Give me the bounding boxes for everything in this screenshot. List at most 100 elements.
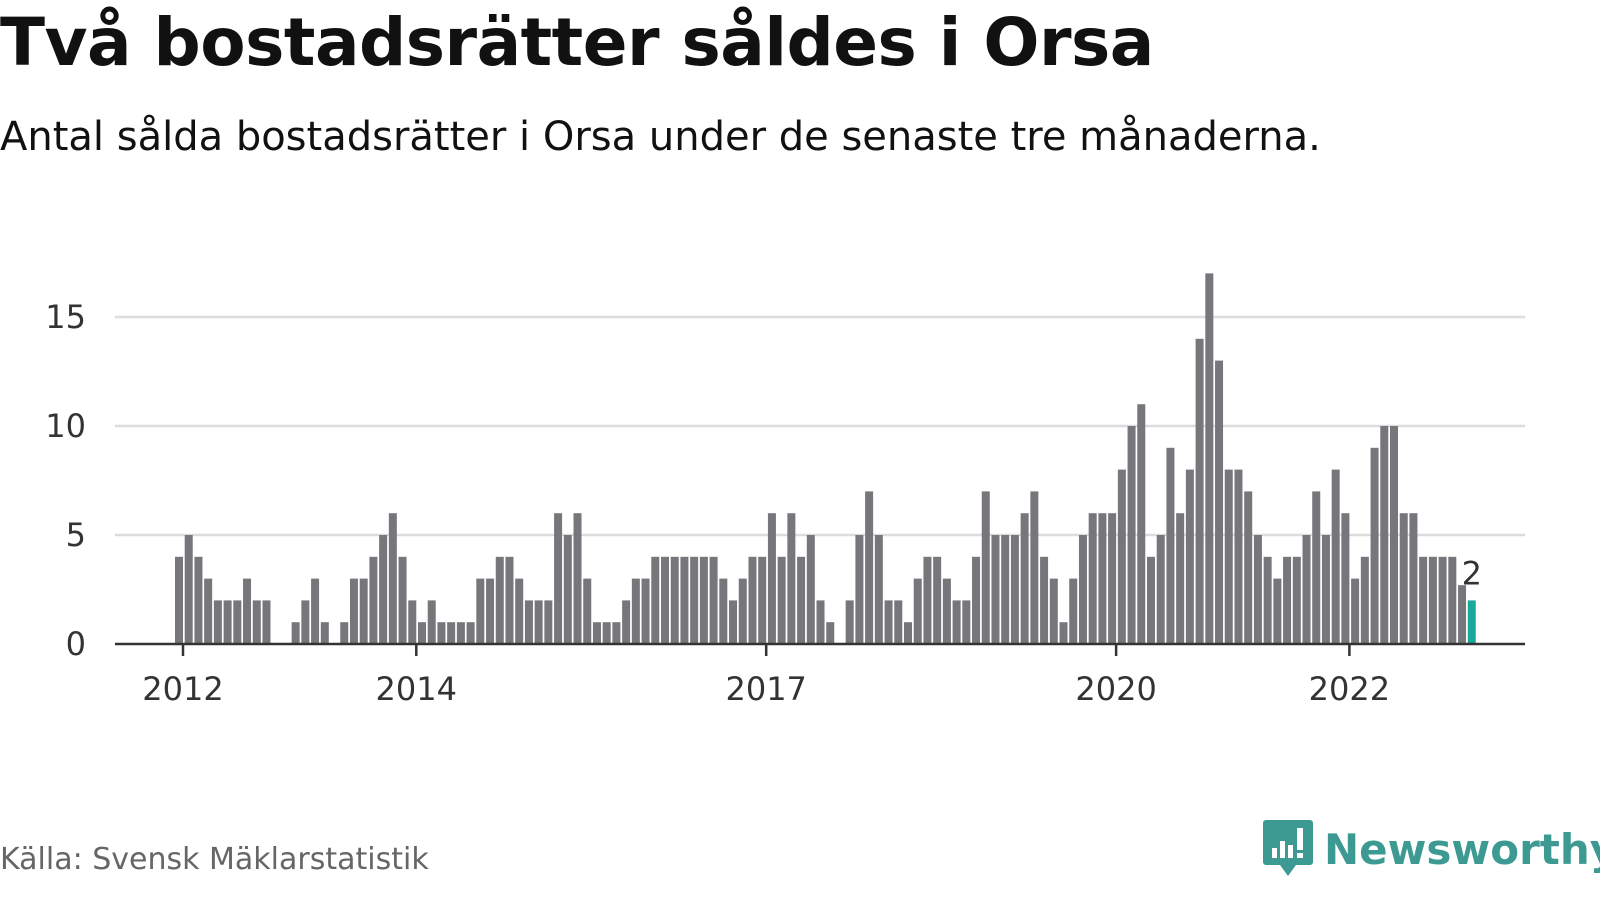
bar [534, 600, 543, 644]
bar [1409, 513, 1418, 644]
y-tick-label: 5 [66, 516, 86, 554]
bar [1438, 556, 1447, 644]
bar [1088, 513, 1097, 644]
last-value-label: 2 [1462, 554, 1482, 592]
bar [213, 600, 222, 644]
bar [1321, 535, 1330, 644]
bar [651, 556, 660, 644]
bar [388, 513, 397, 644]
bar [1176, 513, 1185, 644]
bar [456, 622, 465, 644]
bar [1419, 556, 1428, 644]
bar [738, 578, 747, 644]
bar [194, 556, 203, 644]
bar [1380, 426, 1389, 644]
newsworthy-logo-icon [1263, 820, 1313, 876]
bar [408, 600, 417, 644]
bar [1283, 556, 1292, 644]
brand-name: Newsworthy [1324, 824, 1600, 874]
bar [1020, 513, 1029, 644]
bar [845, 600, 854, 644]
bar [175, 556, 183, 644]
bar [1253, 535, 1262, 644]
bar [437, 622, 446, 644]
bar [1108, 513, 1117, 644]
bar [1098, 513, 1107, 644]
bar [1010, 535, 1019, 644]
bar [865, 491, 874, 644]
bar [758, 556, 767, 644]
bar [379, 535, 388, 644]
y-tick-label: 10 [45, 407, 86, 445]
bar [612, 622, 621, 644]
bar [204, 578, 213, 644]
bar [670, 556, 679, 644]
bar [1292, 556, 1301, 644]
bar [923, 556, 932, 644]
bar [1428, 556, 1437, 644]
bar [311, 578, 320, 644]
bar [466, 622, 475, 644]
bar [952, 600, 961, 644]
bar [1078, 535, 1087, 644]
bar [1390, 426, 1398, 644]
bar [787, 513, 796, 644]
bar [1001, 535, 1010, 644]
y-axis-labels: 0 5 10 15 [45, 298, 86, 663]
bar [894, 600, 903, 644]
bar [554, 513, 563, 644]
bar [524, 600, 533, 644]
bar [1224, 469, 1233, 644]
bar [252, 600, 261, 644]
bar [573, 513, 582, 644]
bar [495, 556, 504, 644]
bar [291, 622, 300, 644]
bar [1049, 578, 1058, 644]
y-tick-label: 0 [66, 625, 86, 663]
bar [680, 556, 689, 644]
bar [1156, 535, 1165, 644]
bar [184, 535, 193, 644]
x-tick-label: 2017 [725, 670, 806, 708]
bar [505, 556, 514, 644]
bar [1030, 491, 1039, 644]
bar [583, 578, 592, 644]
bar [602, 622, 611, 644]
bar [1166, 447, 1175, 644]
chart-title: Två bostadsrätter såldes i Orsa [0, 4, 1154, 81]
bar [301, 600, 310, 644]
bar [359, 578, 368, 644]
bar-chart: 0 5 10 15 2012 2014 2017 2020 2022 2 [45, 273, 1525, 708]
bar [874, 535, 883, 644]
brand-logo: Newsworthy [1262, 818, 1600, 880]
bar [563, 535, 572, 644]
bar [369, 556, 378, 644]
bar [340, 622, 349, 644]
bar [767, 513, 776, 644]
chart-subtitle: Antal sålda bostadsrätter i Orsa under d… [0, 114, 1321, 160]
bar [806, 535, 815, 644]
bar [981, 491, 990, 644]
bar [1360, 556, 1369, 644]
bar [719, 578, 728, 644]
bar [592, 622, 601, 644]
bar [904, 622, 912, 644]
bar [1205, 273, 1214, 644]
bar [777, 556, 786, 644]
bar [1399, 513, 1408, 644]
bar [418, 622, 426, 644]
bar [1040, 556, 1049, 644]
x-axis-labels: 2012 2014 2017 2020 2022 [142, 644, 1390, 708]
bar [349, 578, 358, 644]
bar [1312, 491, 1321, 644]
bar [1215, 360, 1224, 644]
bars [175, 273, 1476, 644]
bar [243, 578, 252, 644]
bar [1370, 447, 1379, 644]
bar [622, 600, 631, 644]
x-tick-label: 2020 [1075, 670, 1156, 708]
bar [826, 622, 835, 644]
bar [699, 556, 708, 644]
bar [1302, 535, 1311, 644]
bar [1127, 426, 1136, 644]
